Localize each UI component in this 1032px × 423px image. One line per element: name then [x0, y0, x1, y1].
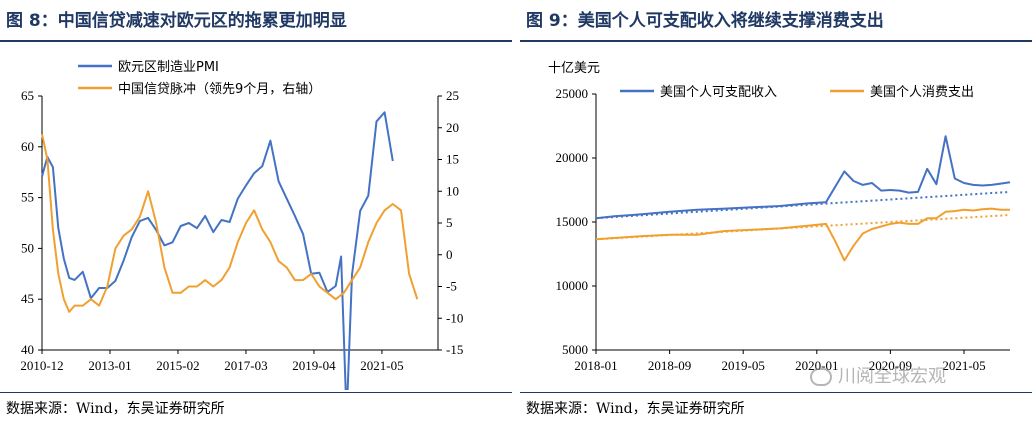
left-y-tick-label: 50	[21, 240, 34, 255]
watermark: 川阅全球宏观	[810, 362, 946, 388]
consumption-trend-line	[595, 214, 1011, 241]
right-y-tick-label: 5	[446, 215, 453, 230]
x-tick-label: 2019-04	[292, 358, 336, 373]
x-tick-label: 2018-01	[574, 358, 617, 373]
right-y-tick-label: -15	[446, 342, 463, 357]
left-chart-title: 图 8：中国信贷减速对欧元区的拖累更加明显	[6, 11, 347, 31]
right-y-tick-label: 10	[446, 183, 459, 198]
left-title-rule	[0, 40, 512, 42]
legend-label-pmi: 欧元区制造业PMI	[118, 60, 219, 75]
right-chart-panel: 图 9：美国个人可支配收入将继续支撑消费支出 十亿美元 5000 10000 1500…	[520, 0, 1032, 423]
x-tick-label: 2018-09	[648, 358, 691, 373]
income-trend-line	[595, 190, 1011, 220]
right-title-rule	[520, 40, 1032, 42]
left-source-rule	[0, 392, 512, 393]
right-y-tick-label: 20	[446, 120, 459, 135]
left-chart-source: 数据来源：Wind，东吴证券研究所	[6, 401, 225, 417]
x-tick-label: 2017-03	[224, 358, 267, 373]
y-tick-label: 5000	[562, 342, 588, 357]
legend-label-consumption: 美国个人消费支出	[870, 85, 974, 100]
x-tick-label: 2015-02	[156, 358, 199, 373]
left-y-tick-label: 60	[21, 139, 34, 154]
right-source-rule	[520, 392, 1032, 393]
x-tick-label: 2019-05	[722, 358, 765, 373]
left-y-tick-label: 55	[21, 190, 34, 205]
watermark-text: 川阅全球宏观	[838, 366, 946, 387]
right-y-tick-label: 25	[446, 88, 459, 103]
legend-label-credit: 中国信贷脉冲（领先9个月，右轴）	[118, 82, 321, 97]
right-chart-source: 数据来源：Wind，东吴证券研究所	[526, 401, 745, 417]
left-chart-panel: 图 8：中国信贷减速对欧元区的拖累更加明显 40 45 50 55 60 65 -15 -10…	[0, 0, 512, 423]
x-tick-label: 2021-05	[360, 358, 403, 373]
right-chart-svg: 十亿美元 5000 10000 15000 20000 25000 2018-01 2018-…	[548, 61, 1011, 373]
x-tick-label: 2010-12	[20, 358, 63, 373]
x-tick-label: 2013-01	[88, 358, 131, 373]
right-y-tick-label: 15	[446, 152, 459, 167]
consumption-line	[595, 207, 1010, 262]
left-y-tick-label: 40	[21, 342, 34, 357]
left-y-tick-label: 65	[21, 88, 34, 103]
x-tick-label: 2021-05	[942, 358, 985, 373]
y-axis-unit-label: 十亿美元	[548, 61, 600, 76]
y-tick-label: 25000	[556, 86, 589, 101]
wechat-icon	[810, 368, 832, 386]
income-line	[595, 135, 1011, 220]
credit-impulse-line	[41, 133, 419, 313]
right-y-tick-label: -10	[446, 310, 463, 325]
x-tick-label: 2020-09	[869, 358, 912, 373]
left-y-tick-label: 45	[21, 291, 34, 306]
right-y-tick-label: 0	[446, 247, 453, 262]
y-tick-label: 15000	[556, 214, 589, 229]
right-chart-title: 图 9：美国个人可支配收入将继续支撑消费支出	[526, 11, 884, 31]
right-y-tick-label: -5	[446, 279, 457, 294]
y-tick-label: 10000	[556, 278, 589, 293]
legend-label-income: 美国个人可支配收入	[660, 85, 777, 100]
left-chart-svg: 40 45 50 55 60 65 -15 -10 -5 0 5 10 15 20 25 2010-12 201…	[20, 60, 463, 390]
y-tick-label: 20000	[556, 150, 589, 165]
pmi-line	[41, 111, 394, 390]
